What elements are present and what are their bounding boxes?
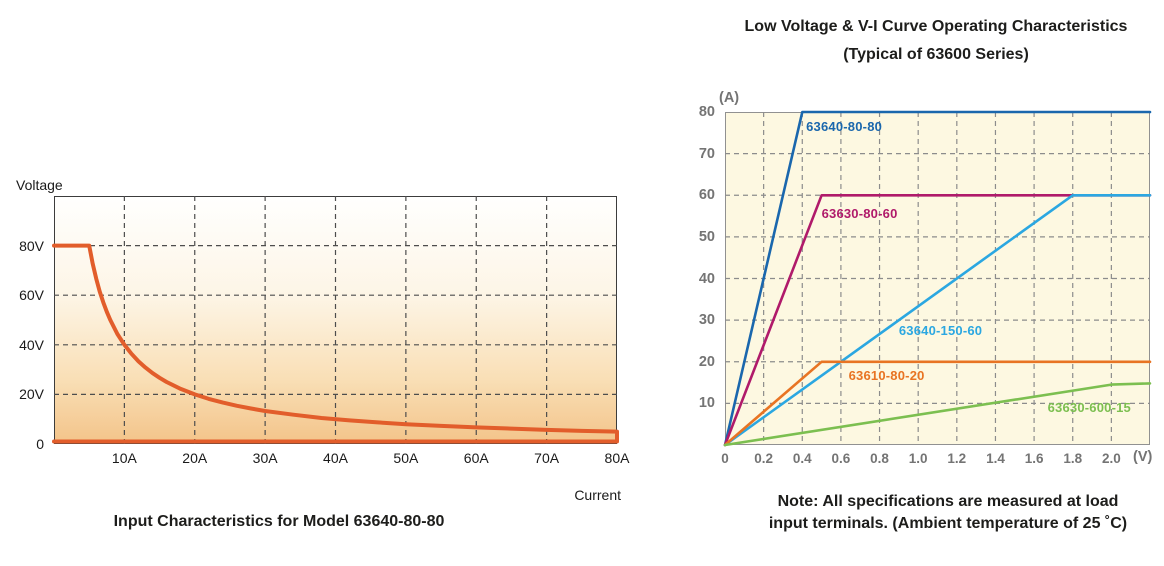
left-tick-label: 30A: [252, 450, 278, 466]
right-tick-label: 30: [698, 312, 715, 329]
right-tick-label: 0.4: [792, 451, 812, 466]
right-tick-label: 50: [698, 228, 715, 245]
right-chart-note-line2: input terminals. (Ambient temperature of…: [768, 515, 1128, 532]
series-label-63640-80-80: 63640-80-80: [806, 118, 883, 134]
left-tick-label: 20A: [182, 450, 208, 466]
right-chart-note-line1: Note: All specifications are measured at…: [777, 493, 1119, 510]
left-tick-label: 40A: [323, 450, 348, 466]
right-tick-label: 80: [698, 104, 715, 120]
left-tick-label: 70A: [534, 450, 560, 466]
series-label-63610-80-20: 63610-80-20: [848, 368, 925, 384]
left-plot-area: [54, 196, 617, 444]
right-tick-label: 0.6: [831, 451, 851, 466]
left-chart-caption: Input Characteristics for Model 63640-80…: [113, 513, 445, 530]
right-chart-subtitle: (Typical of 63600 Series): [843, 46, 1029, 63]
right-tick-label: 1.6: [1024, 451, 1044, 466]
right-y-axis-unit: (A): [719, 90, 740, 106]
right-tick-label: 60: [698, 187, 715, 204]
left-tick-label: 20V: [19, 386, 44, 403]
left-tick-label: 60V: [19, 287, 44, 304]
right-tick-label: 0.2: [754, 451, 774, 466]
series-label-63630-600-15: 63630-600-15: [1047, 399, 1131, 415]
right-plot-canvas: [723, 110, 1152, 447]
right-x-axis-unit: (V): [1133, 449, 1153, 465]
left-tick-label: 80A: [604, 450, 630, 466]
right-tick-label: 1.4: [986, 451, 1005, 466]
right-tick-label: 10: [698, 395, 715, 412]
right-chart-title: Low Voltage & V-I Curve Operating Charac…: [744, 18, 1128, 35]
right-tick-label: 1.2: [947, 451, 967, 466]
left-y-axis-title: Voltage: [16, 177, 63, 193]
right-tick-label: 0.8: [870, 451, 889, 466]
right-tick-label: 20: [698, 353, 715, 370]
left-tick-label: 60A: [463, 450, 489, 466]
series-label-63640-150-60: 63640-150-60: [898, 322, 983, 338]
right-tick-label: 70: [698, 145, 715, 162]
left-tick-label: 0: [36, 436, 44, 452]
left-plot-canvas: [52, 196, 619, 444]
right-tick-label: 2.0: [1101, 451, 1121, 466]
right-tick-label: 40: [698, 270, 715, 287]
right-tick-label: 0: [721, 451, 729, 466]
left-tick-label: 10A: [111, 450, 137, 466]
right-tick-label: 1.0: [908, 451, 928, 466]
left-tick-label: 40V: [19, 336, 44, 353]
series-label-63630-80-60: 63630-80-60: [821, 205, 898, 221]
left-tick-label: 50A: [393, 450, 419, 466]
left-x-axis-title: Current: [574, 487, 621, 503]
left-tick-label: 80V: [19, 237, 44, 254]
right-tick-label: 1.8: [1063, 451, 1083, 466]
